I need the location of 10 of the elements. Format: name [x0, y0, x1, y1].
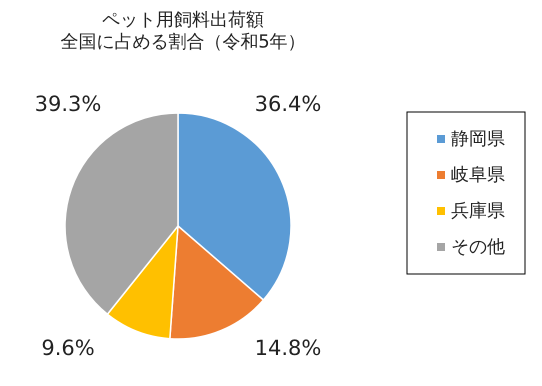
- legend-label: 岐阜県: [451, 164, 505, 186]
- data-label: 9.6%: [41, 336, 95, 360]
- data-label: 36.4%: [254, 92, 322, 116]
- chart-subtitle: 全国に占める割合（令和5年）: [60, 32, 306, 52]
- data-label: 39.3%: [34, 92, 102, 116]
- legend-label: 静岡県: [451, 128, 505, 150]
- chart-title: ペット用飼料出荷額: [102, 10, 264, 30]
- legend-label: 兵庫県: [451, 200, 505, 222]
- legend-label: その他: [451, 236, 505, 258]
- data-label: 14.8%: [254, 336, 322, 360]
